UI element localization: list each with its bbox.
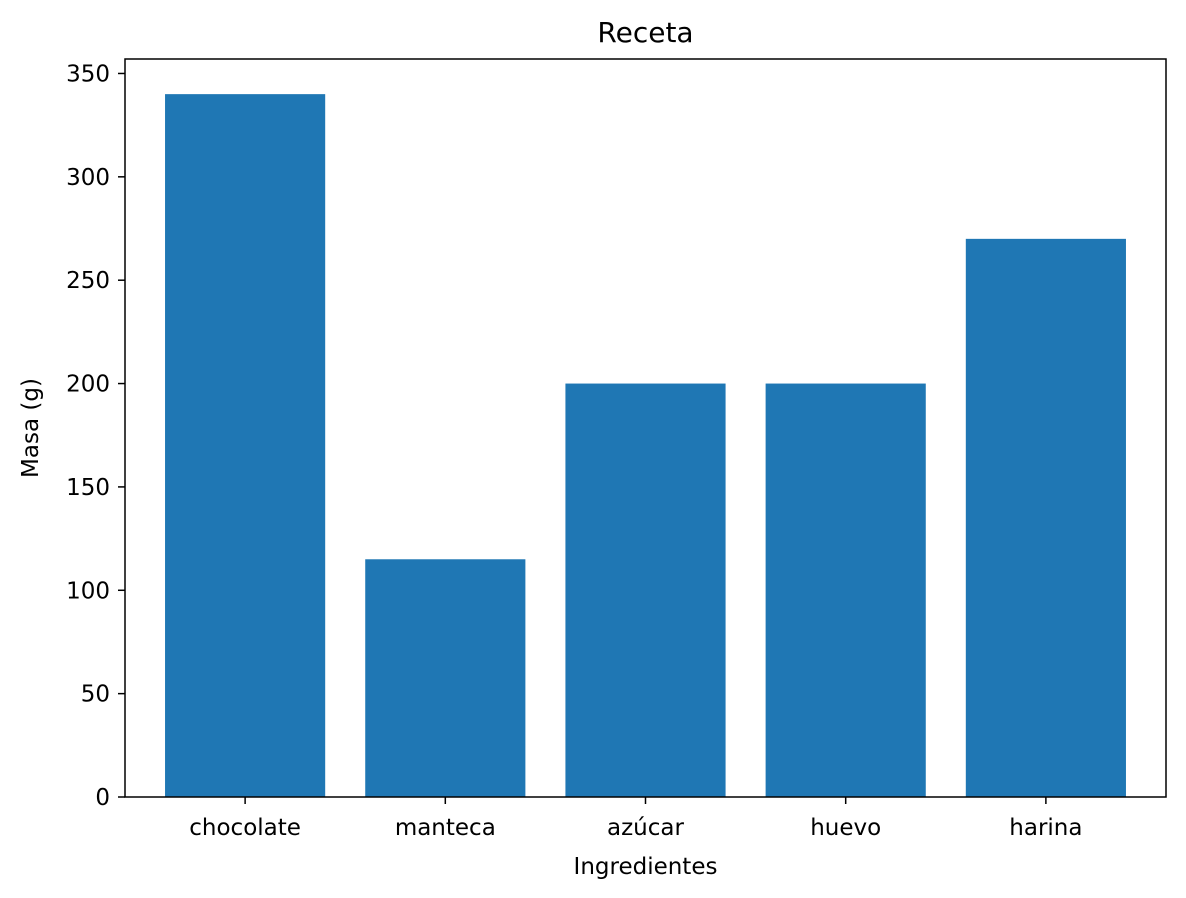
x-tick-label: azúcar [607,815,684,841]
chart-title: Receta [597,16,693,49]
x-tick-label: manteca [395,815,496,841]
y-tick-label: 150 [66,475,110,501]
y-tick-label: 0 [95,785,110,811]
x-tick-label: chocolate [189,815,301,841]
x-axis: chocolate manteca azúcar huevo harina [189,797,1082,841]
y-tick-label: 100 [66,578,110,604]
x-tick-label: harina [1009,815,1082,841]
y-tick-label: 50 [81,682,110,708]
x-tick-label: huevo [810,815,881,841]
bar-azúcar [565,383,726,797]
bar-huevo [765,383,926,797]
bar-chocolate [165,94,326,797]
plot-frame [124,58,1167,798]
y-tick-label: 250 [66,268,110,294]
y-axis-title: Masa (g) [18,378,44,478]
bars-group [165,94,1126,797]
y-axis: 0 50 100 150 200 250 300 350 [66,61,125,811]
bar-harina [965,238,1126,797]
x-axis-title: Ingredientes [574,854,718,880]
y-tick-label: 200 [66,372,110,398]
y-tick-label: 300 [66,165,110,191]
bar-manteca [365,559,526,797]
y-tick-label: 350 [66,61,110,87]
